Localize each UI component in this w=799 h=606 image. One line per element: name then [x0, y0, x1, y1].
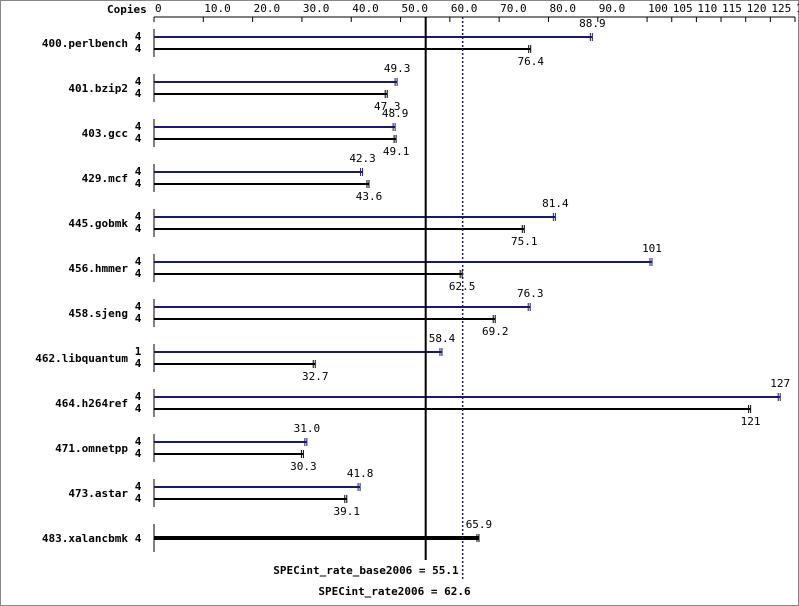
value-label: 30.3: [290, 460, 317, 473]
value-label: 121: [741, 415, 761, 428]
value-label: 32.7: [302, 370, 329, 383]
copies: 4: [135, 447, 142, 460]
value-label: 49.1: [383, 145, 410, 158]
value-label: 58.4: [429, 332, 456, 345]
benchmark-label: 464.h264ref: [55, 397, 128, 410]
x-tick-label: 100: [648, 2, 668, 15]
x-tick-label: 90.0: [599, 2, 626, 15]
copies: 4: [135, 300, 142, 313]
copies: 4: [135, 222, 142, 235]
value-label: 48.9: [382, 107, 409, 120]
copies: 4: [135, 532, 142, 545]
benchmark-label: 473.astar: [68, 487, 128, 500]
copies-header: Copies: [107, 3, 147, 16]
value-label: 69.2: [482, 325, 509, 338]
benchmark-label: 445.gobmk: [68, 217, 128, 230]
copies: 4: [135, 30, 142, 43]
value-label: 47.3: [374, 100, 401, 113]
benchmark-label: 462.libquantum: [35, 352, 128, 365]
copies: 4: [135, 177, 142, 190]
copies: 4: [135, 312, 142, 325]
value-label: 39.1: [334, 505, 361, 518]
x-tick-label: 110: [697, 2, 717, 15]
x-tick-label: 30.0: [303, 2, 330, 15]
x-tick-label: 60.0: [451, 2, 478, 15]
benchmark-label: 483.xalancbmk: [42, 532, 128, 545]
reference-label: SPECint_rate2006 = 62.6: [318, 585, 471, 598]
copies: 4: [135, 435, 142, 448]
value-label: 88.9: [579, 17, 606, 30]
x-tick-label: 115: [722, 2, 742, 15]
benchmark-label: 458.sjeng: [68, 307, 128, 320]
x-tick-label: 105: [673, 2, 693, 15]
value-label: 76.3: [517, 287, 544, 300]
value-label: 81.4: [542, 197, 569, 210]
copies: 4: [135, 132, 142, 145]
value-label: 65.9: [466, 518, 493, 531]
value-label: 101: [642, 242, 662, 255]
x-tick-label: 40.0: [352, 2, 379, 15]
value-label: 49.3: [384, 62, 411, 75]
x-tick-label: 130: [796, 2, 799, 15]
reference-label: SPECint_rate_base2006 = 55.1: [273, 564, 459, 577]
benchmark-label: 403.gcc: [82, 127, 128, 140]
x-tick-label: 120: [747, 2, 767, 15]
x-tick-label: 50.0: [402, 2, 429, 15]
benchmark-label: 400.perlbench: [42, 37, 128, 50]
x-tick-label: 20.0: [254, 2, 281, 15]
copies: 4: [135, 492, 142, 505]
x-tick-label: 0: [155, 2, 162, 15]
copies: 4: [135, 480, 142, 493]
value-label: 127: [770, 377, 790, 390]
value-label: 41.8: [347, 467, 374, 480]
copies: 4: [135, 42, 142, 55]
benchmark-label: 471.omnetpp: [55, 442, 128, 455]
copies: 4: [135, 402, 142, 415]
benchmark-label: 401.bzip2: [68, 82, 128, 95]
copies: 4: [135, 210, 142, 223]
value-label: 31.0: [294, 422, 321, 435]
x-tick-label: 70.0: [500, 2, 526, 15]
copies: 4: [135, 75, 142, 88]
value-label: 75.1: [511, 235, 538, 248]
value-label: 42.3: [349, 152, 376, 165]
copies: 4: [135, 390, 142, 403]
benchmark-label: 456.hmmer: [68, 262, 128, 275]
copies: 4: [135, 357, 142, 370]
benchmark-label: 429.mcf: [82, 172, 128, 185]
copies: 4: [135, 267, 142, 280]
x-tick-label: 80.0: [549, 2, 576, 15]
copies: 4: [135, 165, 142, 178]
copies: 4: [135, 87, 142, 100]
x-tick-label: 10.0: [204, 2, 231, 15]
value-label: 76.4: [517, 55, 544, 68]
copies: 4: [135, 255, 142, 268]
copies: 4: [135, 120, 142, 133]
x-tick-label: 125: [771, 2, 791, 15]
value-label: 43.6: [356, 190, 383, 203]
copies: 1: [135, 345, 142, 358]
